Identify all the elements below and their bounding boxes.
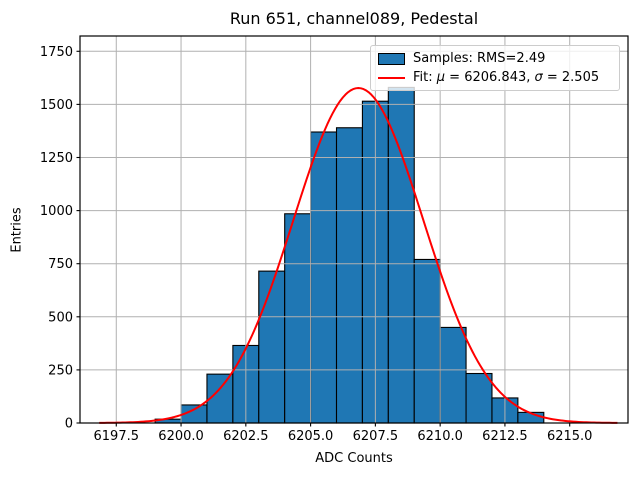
samples-swatch-icon bbox=[378, 52, 405, 65]
y-tick-label: 250 bbox=[48, 363, 73, 378]
y-tick-label: 750 bbox=[48, 257, 73, 272]
x-tick-label: 6200.0 bbox=[158, 429, 204, 444]
fit-line-swatch-icon bbox=[378, 76, 405, 79]
histogram-bar bbox=[439, 326, 467, 424]
legend-row-fit: Fit: μ = 6206.843, σ = 2.505 bbox=[378, 68, 612, 87]
histogram-bar bbox=[310, 131, 338, 424]
y-tick-label: 1250 bbox=[40, 151, 73, 166]
x-tick-label: 6197.5 bbox=[94, 429, 140, 444]
gridlines bbox=[80, 36, 628, 424]
histogram-bar bbox=[413, 258, 441, 424]
tick-marks: 6197.5 6200.0 6202.5 6205.0 6207.5 6210.0 6212… bbox=[40, 45, 593, 444]
histogram-bar bbox=[284, 213, 312, 424]
fit-curve bbox=[99, 87, 618, 424]
samples-legend-label: Samples: RMS=2.49 bbox=[413, 51, 546, 66]
chart-title: Run 651, channel089, Pedestal bbox=[229, 9, 479, 28]
x-tick-label: 6210.0 bbox=[417, 429, 463, 444]
y-tick-label: 1000 bbox=[40, 204, 73, 219]
histogram-bar bbox=[335, 127, 363, 424]
y-tick-label: 500 bbox=[48, 310, 73, 325]
fit-legend-label: Fit: μ = 6206.843, σ = 2.505 bbox=[413, 70, 600, 85]
legend-row-samples: Samples: RMS=2.49 bbox=[378, 49, 612, 68]
histogram-bar bbox=[387, 86, 415, 424]
x-tick-label: 6212.5 bbox=[482, 429, 528, 444]
x-tick-label: 6205.0 bbox=[288, 429, 334, 444]
x-axis-label: ADC Counts bbox=[315, 451, 393, 466]
y-tick-label: 1750 bbox=[40, 45, 73, 60]
axes-frame bbox=[79, 35, 629, 424]
histogram-bar bbox=[258, 270, 286, 424]
y-axis-label: Entries bbox=[9, 207, 25, 253]
x-tick-label: 6215.0 bbox=[547, 429, 593, 444]
y-tick-label: 0 bbox=[65, 417, 73, 432]
legend: Samples: RMS=2.49 Fit: μ = 6206.843, σ =… bbox=[370, 45, 620, 91]
y-tick-label: 1500 bbox=[40, 98, 73, 113]
x-tick-label: 6202.5 bbox=[223, 429, 269, 444]
x-tick-label: 6207.5 bbox=[353, 429, 399, 444]
histogram-bar bbox=[465, 372, 493, 424]
